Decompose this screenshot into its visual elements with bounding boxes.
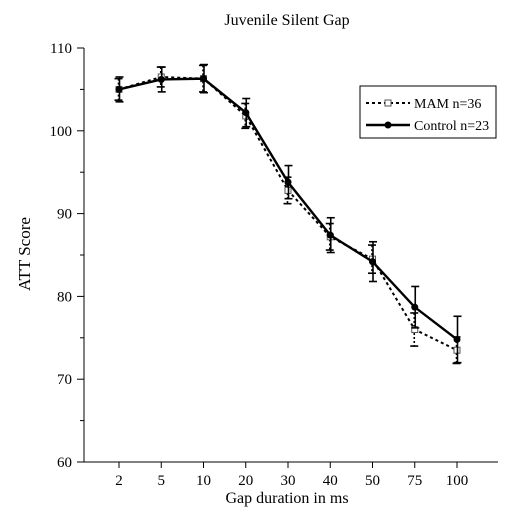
legend-box [359,85,497,139]
data-point [115,85,123,93]
y-tick-label: 100 [50,124,73,140]
y-axis: 60 70 80 90 100 110 [50,41,84,471]
data-point [453,335,461,343]
legend-marker [384,99,392,107]
x-tick-label: 50 [365,473,380,489]
chart-title: Juvenile Silent Gap [224,12,349,29]
x-tick-label: 30 [281,473,296,489]
y-axis-label: ATT Score [15,217,34,291]
y-tick-label: 90 [57,207,72,223]
x-tick-label: 100 [446,473,469,489]
y-tick-label: 110 [50,41,72,57]
x-tick-label: 5 [158,473,166,489]
data-point [411,303,419,311]
legend-label: Control n=23 [414,119,489,134]
x-tick-label: 10 [196,473,211,489]
y-tick-label: 60 [57,455,72,471]
legend-entry-mam: MAM n=36 [366,97,481,112]
legend-marker [384,121,392,129]
y-tick-label: 80 [57,289,72,305]
data-point [157,75,165,83]
x-axis-label: Gap duration in ms [225,490,348,507]
data-point [242,109,250,117]
legend-entry-control: Control n=23 [366,119,489,134]
data-point [284,178,292,186]
series-control [115,63,462,364]
x-axis: 2 5 10 20 30 40 50 75 100 [115,462,468,489]
x-tick-label: 20 [238,473,253,489]
data-point [369,258,376,266]
x-tick-label: 40 [323,473,338,489]
x-tick-label: 75 [407,473,422,489]
x-tick-label: 2 [115,473,123,489]
legend-label: MAM n=36 [414,97,481,112]
series-layer [114,63,462,365]
data-point [326,231,334,239]
y-tick-label: 70 [57,372,72,388]
data-point [200,75,207,83]
legend: MAM n=36 Control n=23 [359,85,497,139]
